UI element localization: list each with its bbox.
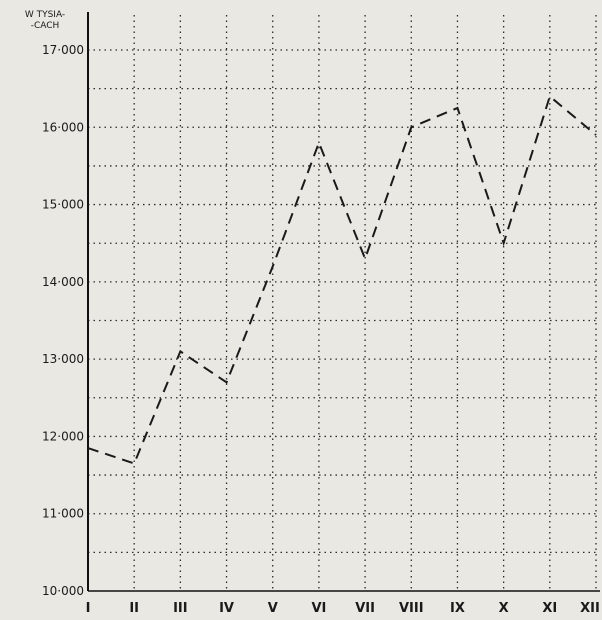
- x-tick-label: X: [499, 601, 509, 616]
- grid: [88, 15, 597, 591]
- x-tick-label: XII: [580, 601, 600, 616]
- y-tick-labels: 10·000 11·000 12·000 13·000 14·000 15·000 16·0…: [42, 43, 84, 598]
- x-tick-label: I: [86, 601, 91, 616]
- x-tick-label: III: [173, 601, 188, 616]
- axes: [87, 12, 600, 592]
- unit-label-line-1: W TYSIA-: [25, 10, 65, 20]
- x-tick-label: XI: [542, 601, 557, 616]
- unit-label: W TYSIA- -CACH: [25, 10, 65, 31]
- series-points: [87, 96, 597, 464]
- x-tick-label: VII: [355, 601, 375, 616]
- x-tick-label: IX: [450, 601, 465, 616]
- y-tick-label: 14·000: [42, 275, 84, 289]
- y-tick-label: 15·000: [42, 198, 84, 212]
- x-tick-label: VIII: [399, 601, 424, 616]
- x-tick-labels: I II III IV V VI VII VIII IX X XI XII: [86, 601, 600, 616]
- unit-label-line-2: -CACH: [31, 21, 60, 31]
- y-tick-label: 11·000: [42, 507, 84, 521]
- y-tick-label: 12·000: [42, 429, 84, 443]
- y-tick-label: 10·000: [42, 584, 84, 598]
- series-group: [87, 94, 597, 465]
- series-line: [87, 94, 597, 465]
- y-tick-label: 13·000: [42, 352, 84, 366]
- x-tick-label: V: [268, 601, 278, 616]
- y-tick-label: 16·000: [42, 120, 84, 134]
- x-tick-label: VI: [311, 601, 326, 616]
- x-tick-label: II: [129, 601, 139, 616]
- x-tick-label: IV: [219, 601, 234, 616]
- y-tick-label: 17·000: [42, 43, 84, 57]
